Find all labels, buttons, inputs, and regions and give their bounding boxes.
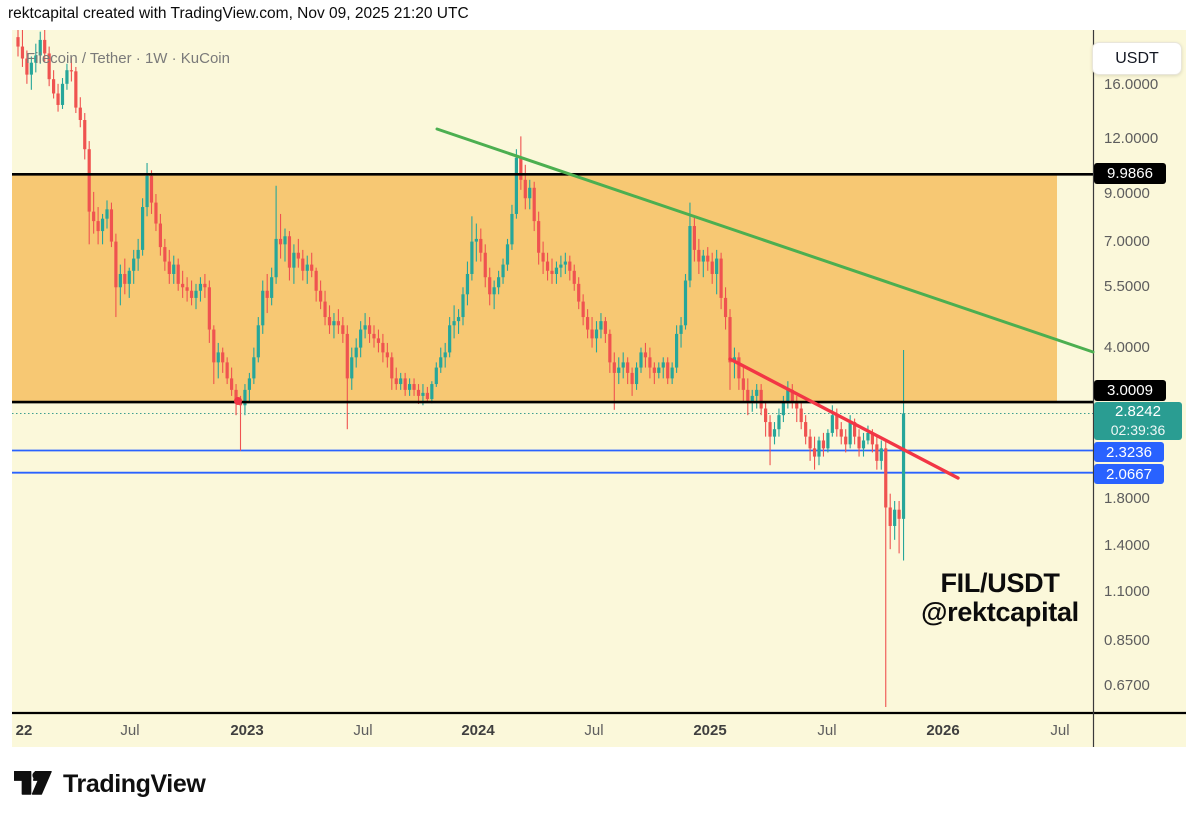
- tradingview-logo-icon: [14, 770, 52, 795]
- currency-toggle-button[interactable]: USDT: [1092, 42, 1182, 75]
- green-downtrend: [435, 127, 1095, 354]
- red-downtrend: [728, 357, 960, 480]
- time-label-2026: 2026: [926, 722, 960, 739]
- price-badge-2.8242: 2.8242 02:39:36: [1094, 402, 1182, 440]
- watermark: FIL/USDT @rektcapital: [880, 569, 1120, 627]
- price-tick: 4.0000: [1104, 338, 1150, 356]
- time-label-Jul: Jul: [353, 722, 373, 739]
- time-label-Jul: Jul: [817, 722, 837, 739]
- candles-layer: [16, 30, 906, 707]
- price-tick: 1.8000: [1104, 489, 1150, 507]
- price-tick: 0.8500: [1104, 631, 1150, 649]
- time-label-2024: 2024: [461, 722, 495, 739]
- attribution-text: rektcapital created with TradingView.com…: [8, 5, 469, 22]
- trendline-anchor-dot: [234, 397, 242, 405]
- price-tick: 1.4000: [1104, 537, 1150, 555]
- price-badge-9.9866: 9.9866: [1094, 163, 1166, 184]
- price-tick: 1.1000: [1104, 583, 1150, 601]
- time-label-Jul: Jul: [584, 722, 604, 739]
- time-label-22: 22: [15, 722, 33, 739]
- price-tick: 16.0000: [1104, 76, 1159, 93]
- time-label-Jul: Jul: [120, 722, 140, 739]
- price-tick: 7.0000: [1104, 232, 1150, 250]
- tradingview-logo-text: TradingView: [63, 769, 206, 798]
- symbol-title: Filecoin / Tether · 1W · KuCoin: [26, 50, 230, 67]
- watermark-symbol: FIL/USDT: [940, 568, 1060, 598]
- price-badge-2.0667: 2.0667: [1094, 464, 1164, 484]
- price-badge-2.3236: 2.3236: [1094, 442, 1164, 462]
- price-tick: 0.6700: [1104, 677, 1150, 695]
- time-label-2023: 2023: [230, 722, 264, 739]
- time-label-2025: 2025: [693, 722, 727, 739]
- price-tick: 9.0000: [1104, 184, 1150, 202]
- watermark-handle: @rektcapital: [921, 597, 1079, 627]
- price-badge-3.0009: 3.0009: [1094, 380, 1166, 401]
- tradingview-footer[interactable]: TradingView: [14, 768, 206, 800]
- price-tick: 5.5000: [1104, 278, 1150, 296]
- time-label-Jul: Jul: [1050, 722, 1070, 739]
- price-tick: 12.0000: [1104, 130, 1159, 148]
